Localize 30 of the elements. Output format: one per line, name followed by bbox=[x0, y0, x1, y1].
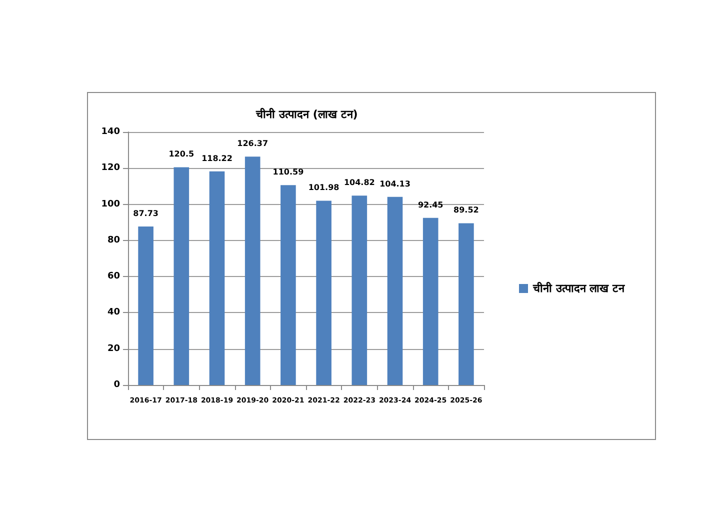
data-label: 92.45 bbox=[418, 200, 444, 210]
y-tick-label: 60 bbox=[107, 272, 120, 282]
data-label: 89.52 bbox=[454, 206, 479, 215]
bar bbox=[244, 156, 260, 385]
data-label: 104.13 bbox=[380, 179, 410, 188]
y-tick-label: 80 bbox=[107, 235, 120, 246]
data-label: 101.98 bbox=[308, 183, 340, 192]
y-tick-label: 20 bbox=[107, 344, 120, 354]
y-tick-label: 140 bbox=[101, 127, 120, 137]
bar bbox=[280, 185, 296, 385]
bar bbox=[458, 223, 474, 385]
legend-label: चीनी उत्पादन लाख टन bbox=[532, 281, 626, 295]
data-label: 110.59 bbox=[272, 168, 304, 177]
bar bbox=[316, 200, 332, 385]
data-label: 87.73 bbox=[133, 208, 158, 218]
bar bbox=[174, 167, 190, 385]
data-label: 126.37 bbox=[237, 139, 268, 148]
bar bbox=[387, 196, 403, 385]
bar bbox=[138, 226, 154, 385]
data-label: 118.22 bbox=[202, 154, 232, 163]
chart-title: चीनी उत्पादन (लाख टन) bbox=[255, 107, 358, 121]
data-label: 104.82 bbox=[344, 178, 375, 188]
data-label: 120.5 bbox=[168, 150, 194, 159]
y-tick-label: 100 bbox=[101, 199, 120, 210]
bar bbox=[209, 171, 225, 385]
y-tick-label: 40 bbox=[107, 308, 120, 318]
bar bbox=[352, 196, 368, 385]
y-tick-label: 0 bbox=[114, 380, 120, 390]
bar bbox=[422, 218, 438, 385]
y-tick-label: 120 bbox=[101, 163, 120, 174]
